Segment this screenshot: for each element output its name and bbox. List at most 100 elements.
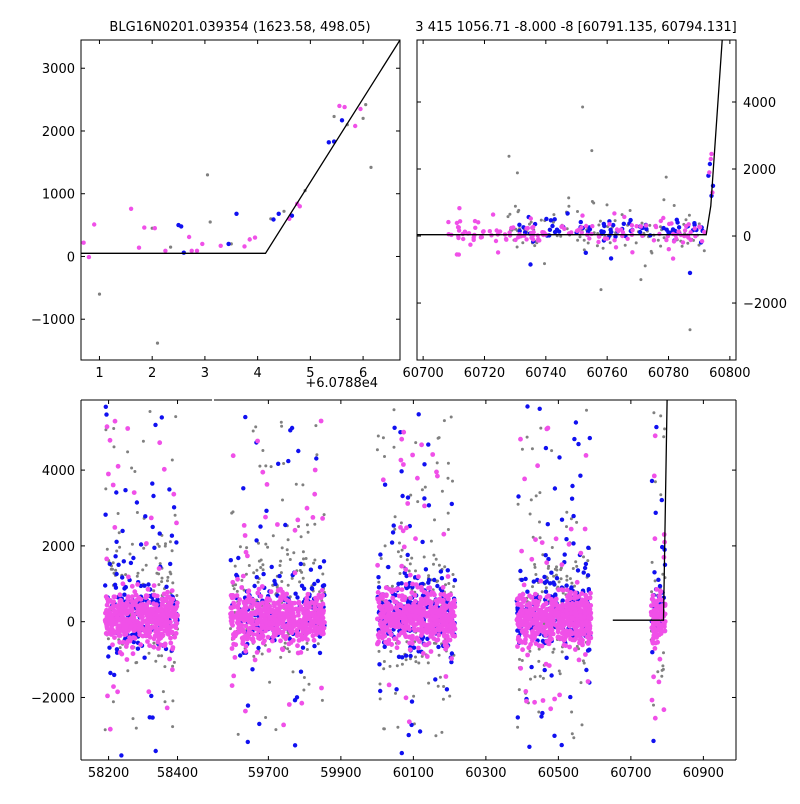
full-magenta-point (259, 623, 265, 629)
full-blue-point (449, 659, 454, 665)
season-ytick-label: 2000 (743, 163, 776, 178)
full-gray-point (302, 563, 306, 567)
full-magenta-point (166, 631, 171, 637)
season-gray-point (515, 245, 519, 249)
full-magenta-point (427, 585, 433, 591)
season-gray-point (639, 278, 643, 282)
full-blue-point (254, 575, 259, 580)
full-gray-point (130, 466, 134, 470)
full-magenta-point (529, 594, 535, 600)
full-blue-point (150, 481, 155, 486)
full-magenta-point (169, 588, 175, 593)
full-magenta-point (449, 614, 455, 619)
full-gray-point (407, 569, 411, 573)
full-magenta-point (305, 591, 311, 597)
full-magenta-point (658, 589, 663, 595)
full-gray-point (157, 572, 161, 576)
full-gray-point (422, 555, 426, 559)
full-magenta-point (174, 520, 179, 526)
full-blue-point (236, 555, 241, 561)
full-blue-point (153, 748, 158, 754)
full-blue-point (586, 545, 591, 550)
full-blue-point (564, 655, 569, 660)
full-gray-point (281, 498, 284, 502)
full-blue-point (298, 669, 304, 674)
full-blue-point (292, 743, 298, 748)
season-ytick-label: 4000 (743, 96, 776, 111)
full-magenta-point (524, 620, 530, 625)
full-magenta-point (429, 621, 435, 627)
full-magenta-point (138, 642, 144, 648)
full-gray-point (280, 546, 284, 550)
full-magenta-point (560, 612, 566, 618)
full-blue-point (531, 579, 536, 584)
zoom-magenta-point (81, 240, 86, 245)
full-magenta-point (380, 477, 386, 483)
full-blue-point (296, 448, 301, 454)
full-blue-point (515, 715, 520, 720)
full-magenta-point (402, 628, 407, 634)
season-gray-point (586, 241, 590, 245)
season-gray-point (578, 235, 582, 239)
full-magenta-point (243, 708, 248, 714)
season-gray-point (506, 215, 510, 219)
season-blue-point (608, 227, 613, 232)
season-ytick-label: −2000 (743, 297, 787, 312)
full-magenta-point (231, 673, 237, 679)
zoom-gray-point (332, 114, 336, 119)
full-magenta-point (173, 617, 179, 622)
full-magenta-point (392, 599, 397, 605)
full-magenta-point (286, 612, 291, 618)
full-magenta-point (110, 604, 116, 610)
season-gray-point (592, 201, 596, 205)
full-gray-point (569, 517, 573, 521)
full-magenta-point (450, 600, 456, 606)
full-magenta-point (378, 603, 383, 609)
full-gray-point (247, 564, 251, 567)
full-magenta-point (279, 597, 284, 603)
full-gray-point (157, 544, 161, 548)
full-gray-point (393, 527, 397, 531)
full-blue-point (435, 583, 440, 589)
full-magenta-point (228, 611, 233, 617)
season-gray-point (662, 198, 666, 202)
full-magenta-point (524, 698, 529, 704)
full-gray-point (586, 559, 590, 563)
zoom-xtick-label: 3 (201, 366, 209, 381)
season-gray-point (521, 241, 525, 245)
full-blue-point (568, 694, 573, 700)
season-gray-point (581, 105, 585, 109)
full-magenta-point (236, 625, 241, 631)
full-magenta-point (314, 597, 320, 603)
full-blue-point (518, 568, 523, 574)
full-magenta-point (383, 585, 389, 591)
full-magenta-point (435, 473, 440, 479)
full-gray-point (533, 563, 537, 566)
full-magenta-point (434, 601, 440, 607)
full-ytick-label: −2000 (31, 691, 75, 706)
full-gray-point (392, 445, 396, 449)
full-magenta-point (159, 617, 165, 623)
full-gray-point (414, 660, 418, 664)
full-magenta-point (532, 625, 538, 631)
full-magenta-point (305, 637, 310, 643)
full-magenta-point (255, 590, 261, 596)
full-blue-point (134, 500, 140, 505)
full-gray-point (271, 534, 275, 538)
season-blue-point (556, 229, 562, 234)
full-gray-point (660, 674, 664, 678)
full-gray-point (559, 577, 563, 581)
full-magenta-point (312, 605, 317, 610)
full-model-line (612, 400, 668, 621)
full-magenta-point (549, 620, 554, 626)
season-gray-point (613, 219, 617, 223)
full-gray-point (286, 583, 290, 587)
season-magenta-point (657, 231, 662, 237)
full-magenta-point (652, 646, 658, 651)
season-xtick-label: 60720 (464, 366, 505, 381)
full-blue-point (114, 539, 119, 544)
full-blue-point (564, 583, 569, 588)
full-magenta-point (235, 576, 241, 582)
zoom-blue-point (179, 224, 184, 229)
full-magenta-point (137, 622, 142, 628)
